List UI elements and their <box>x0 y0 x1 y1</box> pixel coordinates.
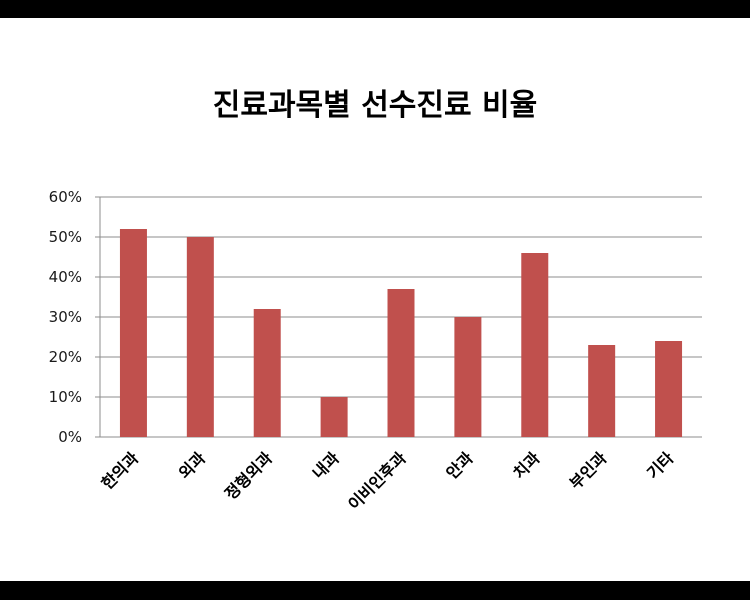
x-category-label: 내과 <box>309 448 343 482</box>
bar <box>186 237 214 437</box>
x-category-label: 외과 <box>175 448 209 482</box>
x-category-label: 기타 <box>643 448 677 482</box>
x-category-label: 한의과 <box>98 448 143 493</box>
x-category-label: 치과 <box>509 448 543 482</box>
x-axis-labels: 한의과 외과 정형외과 내과 이비인후과 안과 치과 부인과 기타 <box>98 448 678 514</box>
bar <box>253 309 281 437</box>
x-category-label: 이비인후과 <box>344 448 410 514</box>
x-category-label: 부인과 <box>566 448 611 493</box>
bar <box>387 289 415 437</box>
x-category-label: 안과 <box>442 448 476 482</box>
bar <box>119 229 147 437</box>
y-tick-label: 20% <box>49 348 82 366</box>
bottom-black-band <box>0 581 750 600</box>
bar <box>588 345 616 437</box>
y-tick-label: 0% <box>58 428 82 446</box>
bars <box>119 229 683 437</box>
bar <box>521 253 549 437</box>
y-tick-label: 40% <box>49 268 82 286</box>
bar <box>454 317 482 437</box>
bar <box>320 397 348 437</box>
bar <box>655 341 683 437</box>
y-tick-label: 60% <box>49 188 82 206</box>
top-black-band <box>0 0 750 18</box>
y-axis-ticks: 0% 10% 20% 30% 40% 50% 60% <box>49 188 82 446</box>
y-tick-label: 50% <box>49 228 82 246</box>
chart-title: 진료과목별 선수진료 비율 <box>212 88 538 123</box>
y-tick-label: 10% <box>49 388 82 406</box>
x-category-label: 정형외과 <box>221 448 276 503</box>
y-tick-label: 30% <box>49 308 82 326</box>
